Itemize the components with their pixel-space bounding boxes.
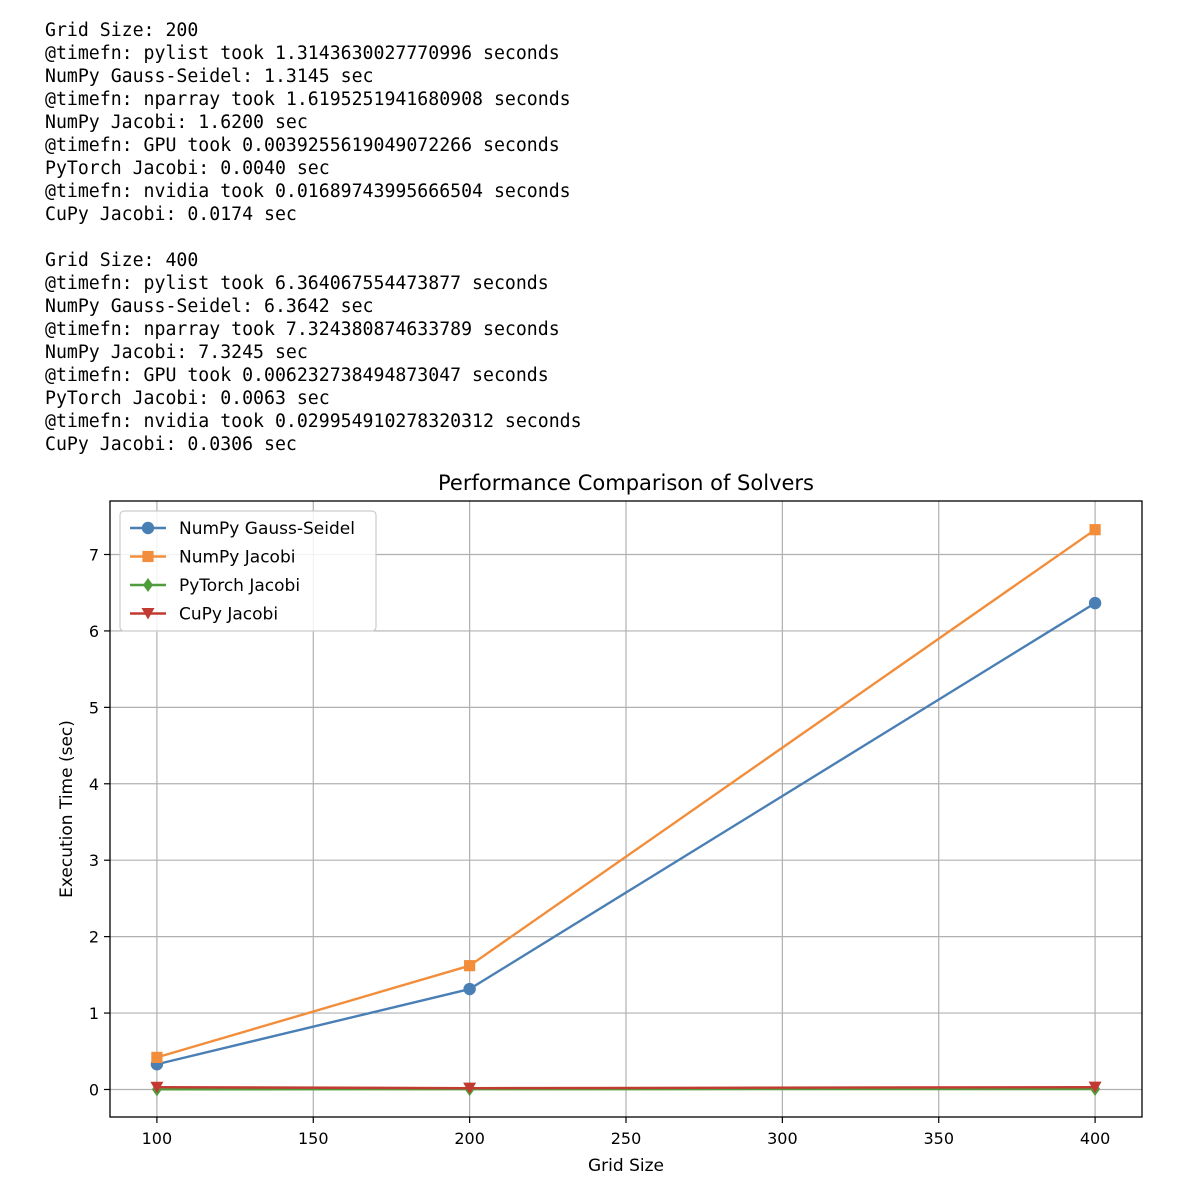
axes-frame xyxy=(109,500,1143,1118)
data-point xyxy=(463,982,476,996)
data-point xyxy=(464,960,476,972)
data-point xyxy=(463,1082,477,1095)
series-numpy-jacobi xyxy=(151,524,1101,1063)
console-line: @timefn: pylist took 1.3143630027770996 … xyxy=(45,43,560,64)
series-line xyxy=(156,1085,1096,1090)
console-line: @timefn: nvidia took 0.02995491027832031… xyxy=(45,411,582,432)
y-tick-label: 4 xyxy=(89,775,99,794)
x-tick-label: 100 xyxy=(142,1129,173,1148)
data-point xyxy=(1088,1081,1102,1094)
series-numpy-gauss-seidel xyxy=(150,596,1102,1071)
data-point xyxy=(150,1081,164,1094)
console-blank-line xyxy=(45,226,582,249)
legend-marker xyxy=(143,578,153,592)
console-line: NumPy Jacobi: 1.6200 sec xyxy=(45,112,308,133)
legend-item: CuPy Jacobi xyxy=(130,605,278,625)
console-line: @timefn: nvidia took 0.01689743995666504… xyxy=(45,181,571,202)
x-tick-label: 150 xyxy=(298,1129,329,1148)
x-axis-label: Grid Size xyxy=(588,1156,664,1176)
console-line: PyTorch Jacobi: 0.0040 sec xyxy=(45,158,330,179)
y-tick-label: 2 xyxy=(89,928,99,947)
series-cupy-jacobi xyxy=(150,1081,1102,1095)
y-tick-label: 5 xyxy=(89,698,99,717)
y-tick-label: 7 xyxy=(89,545,99,564)
legend: NumPy Gauss-Seidel NumPy Jacobi PyTorch Ja… xyxy=(119,510,377,632)
x-tick-label: 200 xyxy=(454,1129,485,1148)
y-tick-label: 1 xyxy=(89,1004,99,1023)
y-tick-label: 6 xyxy=(89,622,99,641)
legend-marker xyxy=(142,550,154,563)
y-tick-label: 0 xyxy=(89,1080,99,1099)
console-line: Grid Size: 200 xyxy=(45,20,199,41)
console-line: NumPy Gauss-Seidel: 1.3145 sec xyxy=(45,66,374,87)
legend-item: PyTorch Jacobi xyxy=(130,576,300,596)
console-line: @timefn: nparray took 1.6195251941680908… xyxy=(45,89,571,110)
legend-label: PyTorch Jacobi xyxy=(179,576,300,596)
console-line: NumPy Jacobi: 7.3245 sec xyxy=(45,342,308,363)
console-output: Grid Size: 200 @timefn: pylist took 1.314… xyxy=(45,19,582,456)
console-line: NumPy Gauss-Seidel: 6.3642 sec xyxy=(45,296,374,317)
x-tick-label: 400 xyxy=(1080,1129,1111,1148)
legend-item: NumPy Jacobi xyxy=(130,548,295,568)
x-tick-label: 300 xyxy=(767,1129,798,1148)
data-point xyxy=(151,1051,163,1063)
legend-label: CuPy Jacobi xyxy=(179,605,278,625)
chart-title: Performance Comparison of Solvers xyxy=(438,471,814,495)
data-point xyxy=(1089,524,1101,536)
console-line: Grid Size: 400 xyxy=(45,250,199,271)
legend-item: NumPy Gauss-Seidel xyxy=(130,519,355,539)
console-line: PyTorch Jacobi: 0.0063 sec xyxy=(45,388,330,409)
y-axis-label: Execution Time (sec) xyxy=(57,720,77,898)
console-line: CuPy Jacobi: 0.0306 sec xyxy=(45,434,297,455)
x-tick-label: 250 xyxy=(611,1129,642,1148)
console-line: @timefn: nparray took 7.324380874633789 … xyxy=(45,319,560,340)
legend-marker xyxy=(141,608,155,620)
console-line: @timefn: GPU took 0.006232738494873047 s… xyxy=(45,365,549,386)
console-line: CuPy Jacobi: 0.0174 sec xyxy=(45,204,297,225)
grid-lines xyxy=(110,501,1142,1117)
legend-label: NumPy Jacobi xyxy=(179,548,295,568)
data-point xyxy=(1088,596,1102,610)
y-tick-label: 3 xyxy=(89,851,99,870)
legend-marker xyxy=(141,521,155,535)
legend-box xyxy=(119,510,377,632)
console-line: @timefn: pylist took 6.364067554473877 s… xyxy=(45,273,549,294)
x-tick-label: 350 xyxy=(923,1129,954,1148)
console-line: @timefn: GPU took 0.0039255619049072266 … xyxy=(45,135,560,156)
legend-label: NumPy Gauss-Seidel xyxy=(179,519,355,539)
